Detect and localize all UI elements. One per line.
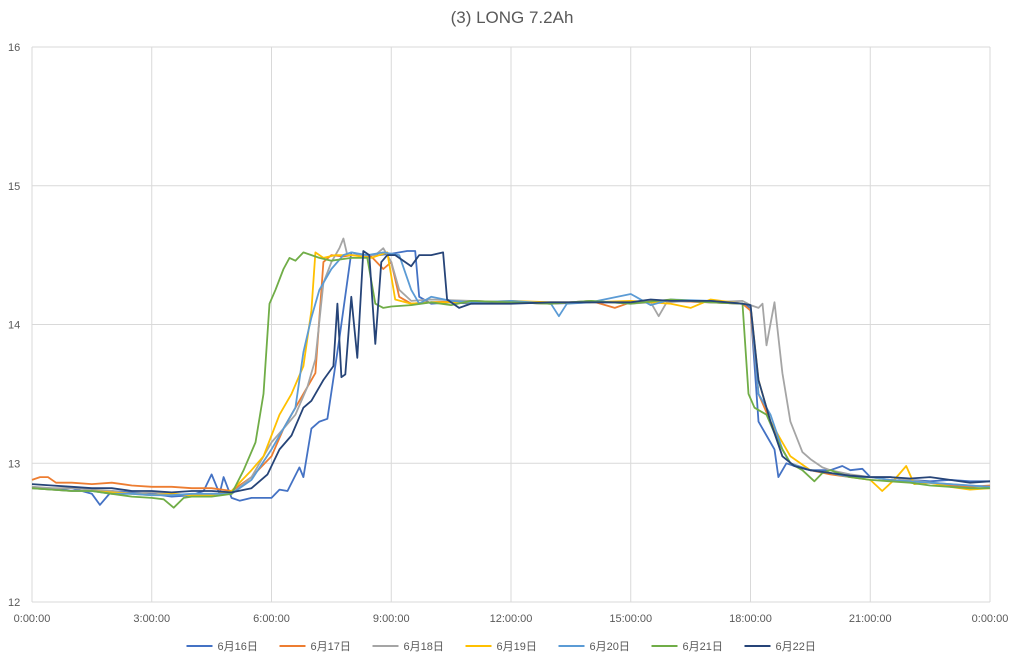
x-tick-label: 9:00:00: [373, 613, 410, 625]
y-tick-label: 13: [8, 458, 20, 470]
legend-label: 6月16日: [218, 641, 258, 653]
legend-label: 6月17日: [311, 641, 351, 653]
y-tick-label: 16: [8, 42, 20, 54]
legend-label: 6月21日: [683, 641, 723, 653]
legend: 6月16日 6月17日 6月18日 6月19日 6月20日 6月21日 6月22日: [186, 641, 816, 653]
x-tick-label: 0:00:00: [972, 613, 1009, 625]
legend-label: 6月18日: [404, 641, 444, 653]
axis-labels: 12 13 14 15 16 0:00:00 3:00:00 6:00:00 9:00:00 12…: [8, 42, 1008, 625]
chart-title: (3) LONG 7.2Ah: [450, 8, 574, 27]
x-tick-label: 3:00:00: [133, 613, 170, 625]
y-tick-label: 15: [8, 181, 20, 193]
x-tick-label: 12:00:00: [490, 613, 533, 625]
legend-label: 6月19日: [497, 641, 537, 653]
x-tick-label: 6:00:00: [253, 613, 290, 625]
series-line: [31, 251, 990, 509]
x-tick-label: 0:00:00: [14, 613, 51, 625]
y-tick-label: 14: [8, 320, 20, 332]
x-tick-label: 18:00:00: [729, 613, 772, 625]
gridlines: [31, 46, 991, 603]
legend-label: 6月20日: [590, 641, 630, 653]
legend-label: 6月22日: [776, 641, 816, 653]
y-tick-label: 12: [8, 597, 20, 609]
x-tick-label: 15:00:00: [609, 613, 652, 625]
series-line: [31, 250, 991, 494]
x-tick-label: 21:00:00: [849, 613, 892, 625]
series-lines: [31, 237, 991, 509]
